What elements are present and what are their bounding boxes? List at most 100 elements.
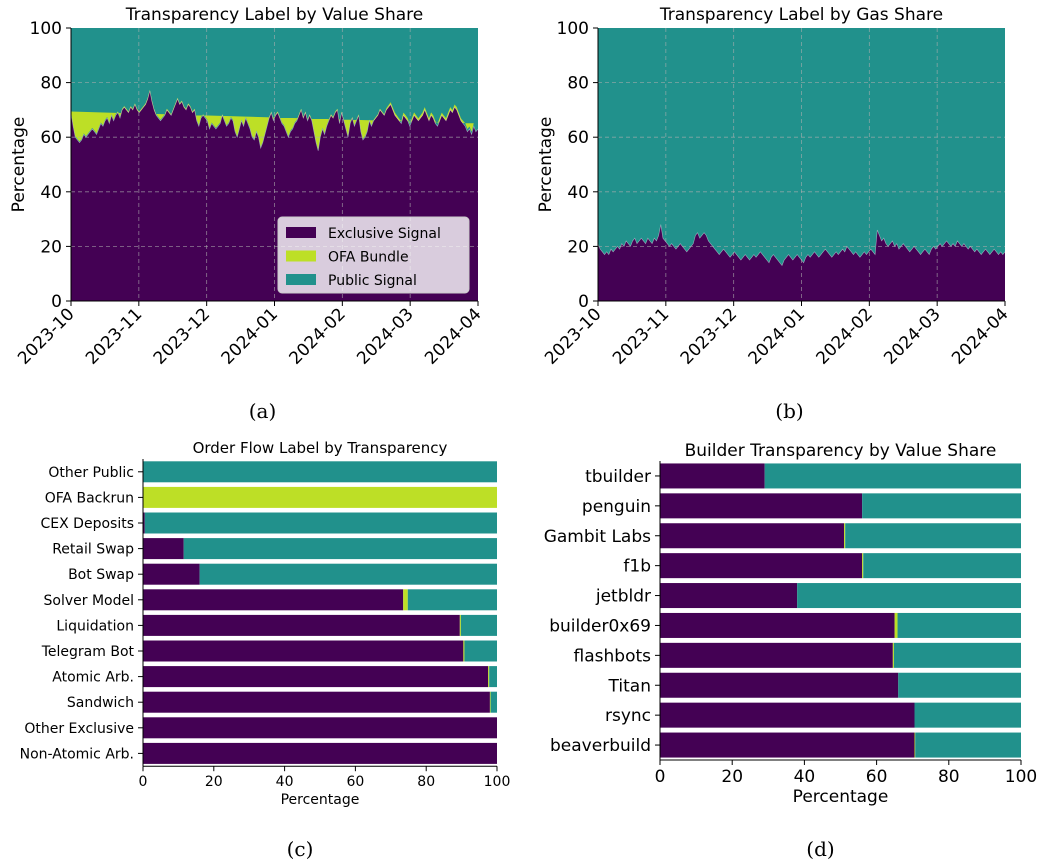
bar-ofa-bundle: [143, 486, 497, 508]
legend-swatch: [286, 274, 316, 285]
category-label: OFA Backrun: [45, 490, 134, 506]
bar-exclusive-signal: [143, 614, 460, 636]
bar-exclusive-signal: [660, 463, 765, 489]
bar-exclusive-signal: [660, 612, 895, 638]
x-tick-label: 2024-02: [286, 304, 350, 368]
bar-ofa-bundle: [914, 732, 916, 758]
x-tick-label: 2023-10: [541, 304, 605, 368]
bar-public-signal: [144, 512, 497, 534]
y-tick-label: 0: [51, 292, 62, 312]
category-label: Non-Atomic Arb.: [20, 746, 134, 762]
category-label: Retail Swap: [52, 542, 134, 558]
bar-public-signal: [915, 732, 1021, 758]
category-label: Other Exclusive: [24, 721, 134, 737]
bar-exclusive-signal: [660, 672, 899, 698]
x-tick-label: 2024-02: [813, 304, 877, 368]
category-label: penguin: [582, 497, 651, 517]
x-tick-label: 2023-10: [14, 304, 78, 368]
legend: Exclusive Signal OFA Bundle Public Signal: [277, 216, 470, 294]
x-tick-label: 2024-04: [421, 304, 485, 368]
bar-public-signal: [464, 640, 497, 662]
bar-public-signal: [407, 589, 497, 611]
bar-exclusive-signal: [660, 493, 863, 519]
bar-ofa-bundle: [489, 691, 491, 713]
y-tick-label: 100: [557, 19, 589, 39]
bar-exclusive-signal: [660, 553, 863, 579]
bar-ofa-bundle: [488, 666, 490, 688]
bar-public-signal: [460, 614, 497, 636]
category-label: CEX Deposits: [41, 516, 134, 532]
bar-exclusive-signal: [660, 702, 915, 728]
y-axis-label: Percentage: [9, 117, 29, 213]
bar-exclusive-signal: [143, 538, 184, 560]
y-tick-label: 20: [567, 237, 589, 257]
bar-ofa-bundle: [403, 589, 408, 611]
panel-caption: (a): [249, 399, 277, 423]
category-label: Titan: [608, 676, 651, 696]
y-tick-label: 80: [567, 74, 589, 94]
x-tick-label: 2024-03: [353, 304, 417, 368]
bar-exclusive-signal: [143, 742, 497, 764]
panel-b-gas-share: Transparency Label by Gas Share Percentag…: [536, 5, 1013, 423]
category-label: jetbldr: [595, 587, 651, 607]
panel-caption: (d): [806, 837, 834, 861]
bar-public-signal: [797, 583, 1021, 609]
chart-title: Transparency Label by Gas Share: [659, 5, 943, 25]
category-label: Sandwich: [67, 695, 134, 711]
bar-public-signal: [845, 523, 1021, 549]
legend-swatch: [286, 250, 316, 262]
bar-public-signal: [862, 493, 1021, 519]
bar-exclusive-signal: [143, 717, 497, 739]
x-tick-label: 2024-01: [745, 304, 809, 368]
y-tick-label: 20: [40, 237, 62, 257]
x-axis-label: Percentage: [281, 792, 360, 808]
category-label: Other Public: [48, 465, 134, 481]
legend-label: OFA Bundle: [328, 250, 409, 266]
x-tick-label: 2023-11: [609, 304, 673, 368]
legend-label: Exclusive Signal: [328, 226, 441, 242]
y-tick-label: 100: [30, 19, 62, 39]
bar-public-signal: [863, 553, 1021, 579]
x-tick-label: 40: [276, 774, 294, 790]
x-tick-label: 80: [938, 767, 960, 787]
bar-ofa-bundle: [463, 640, 465, 662]
category-label: Liquidation: [56, 618, 134, 634]
bar-exclusive-signal: [143, 589, 404, 611]
bar-public-signal: [764, 463, 1021, 489]
bar-exclusive-signal: [143, 563, 200, 585]
chart-title: Order Flow Label by Transparency: [193, 439, 448, 457]
category-label: Solver Model: [44, 593, 134, 609]
x-tick-label: 2024-04: [948, 304, 1012, 368]
bar-public-signal: [183, 538, 497, 560]
y-tick-label: 0: [578, 292, 589, 312]
y-axis-label: Percentage: [536, 117, 556, 213]
category-label: Telegram Bot: [41, 644, 135, 660]
category-label: Gambit Labs: [544, 527, 651, 547]
x-tick-label: 2024-01: [218, 304, 282, 368]
bar-exclusive-signal: [143, 640, 464, 662]
category-label: rsync: [605, 706, 651, 726]
bar-ofa-bundle: [894, 612, 898, 638]
panel-caption: (c): [287, 837, 314, 861]
legend-swatch: [286, 227, 316, 238]
bar-ofa-bundle: [459, 614, 461, 636]
x-tick-label: 0: [139, 774, 148, 790]
category-label: Atomic Arb.: [52, 670, 134, 686]
legend-label: Public Signal: [328, 273, 417, 289]
bar-public-signal: [489, 666, 497, 688]
x-tick-label: 80: [417, 774, 435, 790]
panel-d-builder: Builder Transparency by Value Share tbuil…: [544, 441, 1038, 861]
bar-public-signal: [914, 702, 1021, 728]
x-tick-label: 2024-03: [880, 304, 944, 368]
y-tick-label: 40: [40, 183, 62, 203]
category-label: beaverbuild: [550, 736, 651, 756]
panel-c-order-flow: Order Flow Label by Transparency Other Pu…: [20, 439, 511, 861]
category-label: builder0x69: [549, 616, 651, 636]
x-tick-label: 40: [794, 767, 816, 787]
bar-exclusive-signal: [143, 512, 145, 534]
category-label: Bot Swap: [68, 567, 134, 583]
y-tick-label: 60: [567, 128, 589, 148]
panel-a-value-share: Transparency Label by Value Share Percent…: [9, 5, 486, 423]
chart-title: Transparency Label by Value Share: [125, 5, 423, 25]
